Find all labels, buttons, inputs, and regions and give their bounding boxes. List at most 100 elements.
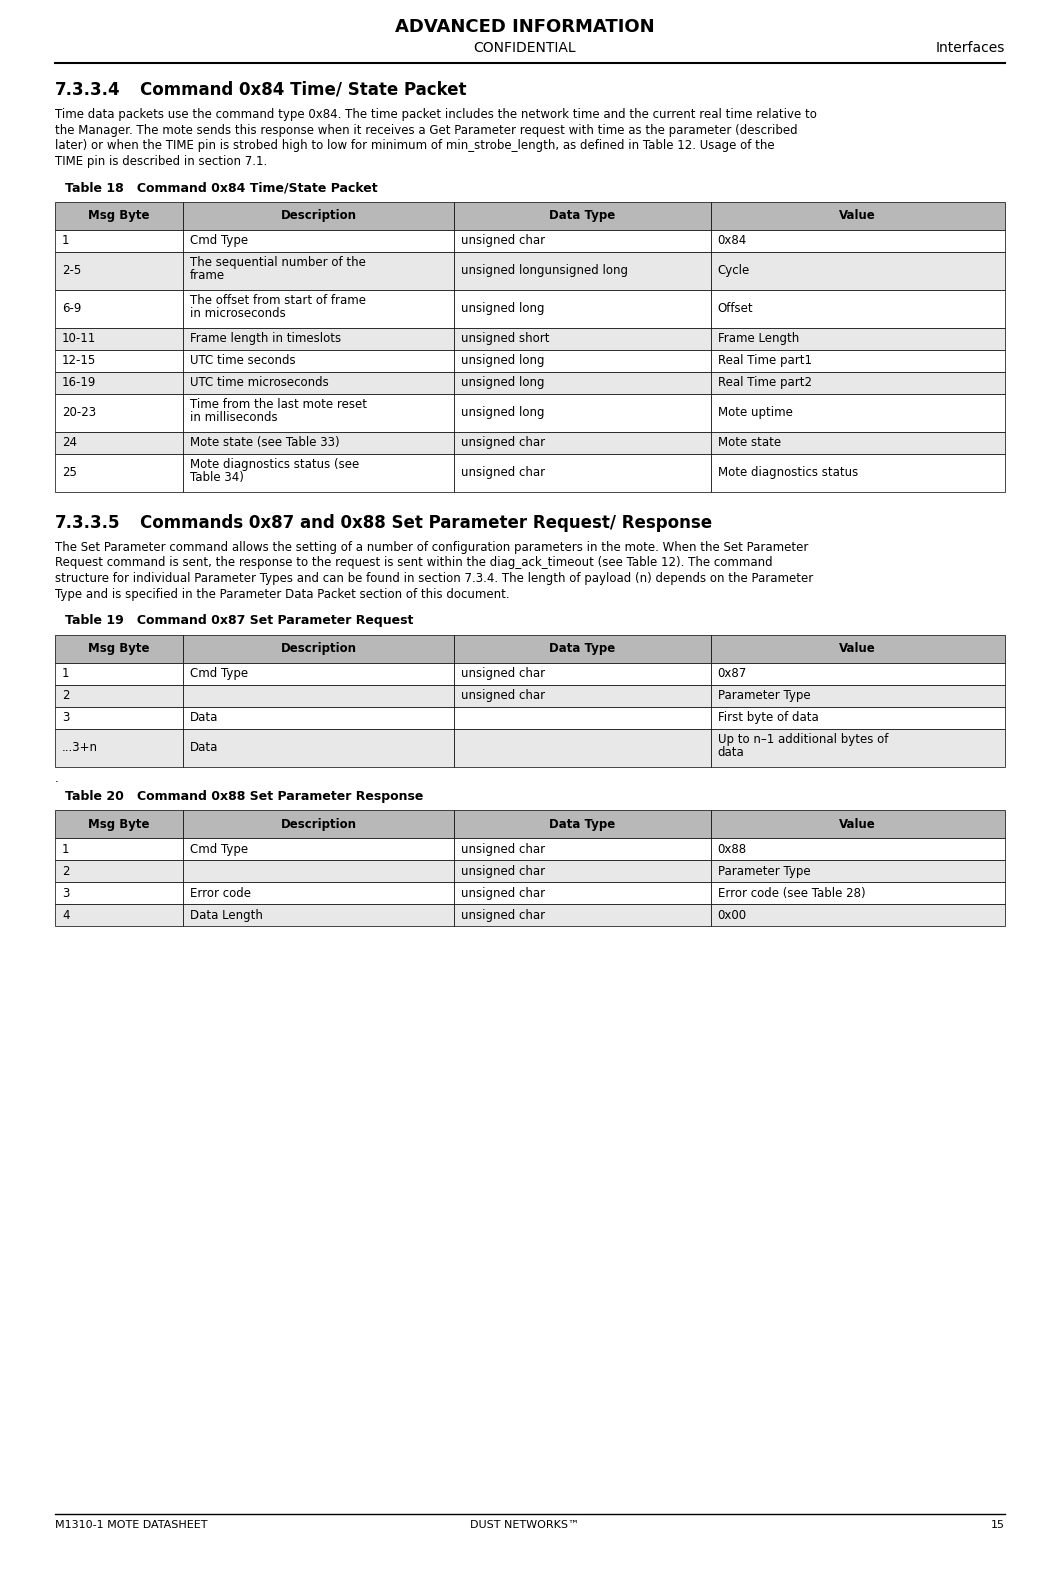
Bar <box>711 685 1005 706</box>
Bar <box>184 904 454 926</box>
Text: ADVANCED INFORMATION: ADVANCED INFORMATION <box>395 17 655 36</box>
Text: in microseconds: in microseconds <box>190 308 286 320</box>
Text: unsigned char: unsigned char <box>461 909 545 922</box>
Bar <box>454 706 711 728</box>
Text: Real Time part1: Real Time part1 <box>717 355 812 367</box>
Bar <box>711 454 1005 491</box>
Text: Time from the last mote reset: Time from the last mote reset <box>190 397 368 411</box>
Bar <box>711 706 1005 728</box>
Text: Value: Value <box>839 818 876 831</box>
Text: Time data packets use the command type 0x84. The time packet includes the networ: Time data packets use the command type 0… <box>55 108 817 121</box>
Text: Data: Data <box>190 741 218 754</box>
Text: unsigned char: unsigned char <box>461 887 545 900</box>
Bar <box>454 838 711 860</box>
Text: Mote uptime: Mote uptime <box>717 407 793 419</box>
Text: 12-15: 12-15 <box>62 355 97 367</box>
Bar <box>454 810 711 838</box>
Text: 16-19: 16-19 <box>62 377 97 389</box>
Bar <box>184 685 454 706</box>
Bar <box>184 394 454 432</box>
Bar <box>454 328 711 350</box>
Text: Data Type: Data Type <box>549 209 615 223</box>
Bar <box>55 838 184 860</box>
Bar <box>454 394 711 432</box>
Text: unsigned char: unsigned char <box>461 234 545 248</box>
Text: 3: 3 <box>62 887 69 900</box>
Text: 25: 25 <box>62 466 77 479</box>
Text: DUST NETWORKS™: DUST NETWORKS™ <box>470 1520 580 1529</box>
Bar <box>55 454 184 491</box>
Bar <box>454 882 711 904</box>
Text: .: . <box>55 772 59 785</box>
Bar <box>55 290 184 328</box>
Text: unsigned long: unsigned long <box>461 355 545 367</box>
Bar <box>55 706 184 728</box>
Text: 0x87: 0x87 <box>717 667 747 680</box>
Text: data: data <box>717 746 744 760</box>
Text: later) or when the TIME pin is strobed high to low for minimum of min_strobe_len: later) or when the TIME pin is strobed h… <box>55 140 775 152</box>
Bar <box>184 432 454 454</box>
Bar <box>711 328 1005 350</box>
Bar <box>55 634 184 663</box>
Text: 0x84: 0x84 <box>717 234 747 248</box>
Text: unsigned long: unsigned long <box>461 377 545 389</box>
Text: TIME pin is described in section 7.1.: TIME pin is described in section 7.1. <box>55 155 268 168</box>
Text: 4: 4 <box>62 909 69 922</box>
Bar <box>55 350 184 372</box>
Text: Data: Data <box>190 711 218 724</box>
Bar <box>55 685 184 706</box>
Bar <box>711 251 1005 290</box>
Bar <box>711 634 1005 663</box>
Text: in milliseconds: in milliseconds <box>190 411 278 424</box>
Bar <box>454 229 711 251</box>
Text: Commands 0x87 and 0x88 Set Parameter Request/ Response: Commands 0x87 and 0x88 Set Parameter Req… <box>140 513 712 532</box>
Text: Table 18   Command 0x84 Time/State Packet: Table 18 Command 0x84 Time/State Packet <box>65 182 378 195</box>
Bar <box>454 203 711 229</box>
Text: Msg Byte: Msg Byte <box>88 818 150 831</box>
Bar <box>454 663 711 685</box>
Text: Frame length in timeslots: Frame length in timeslots <box>190 333 341 345</box>
Bar <box>184 728 454 766</box>
Bar <box>55 904 184 926</box>
Bar <box>55 394 184 432</box>
Text: Data Type: Data Type <box>549 642 615 655</box>
Bar <box>711 860 1005 882</box>
Bar <box>55 663 184 685</box>
Text: Type and is specified in the Parameter Data Packet section of this document.: Type and is specified in the Parameter D… <box>55 589 509 601</box>
Bar <box>55 432 184 454</box>
Text: Value: Value <box>839 642 876 655</box>
Text: Table 19   Command 0x87 Set Parameter Request: Table 19 Command 0x87 Set Parameter Requ… <box>65 614 414 628</box>
Text: 1: 1 <box>62 843 69 856</box>
Bar <box>711 372 1005 394</box>
Text: CONFIDENTIAL: CONFIDENTIAL <box>474 41 576 55</box>
Text: Cmd Type: Cmd Type <box>190 667 249 680</box>
Text: unsigned long: unsigned long <box>461 407 545 419</box>
Bar <box>454 860 711 882</box>
Text: Description: Description <box>280 818 357 831</box>
Bar <box>711 203 1005 229</box>
Text: First byte of data: First byte of data <box>717 711 818 724</box>
Text: unsigned long: unsigned long <box>461 303 545 316</box>
Text: 2: 2 <box>62 689 69 702</box>
Text: Cmd Type: Cmd Type <box>190 843 249 856</box>
Text: 3: 3 <box>62 711 69 724</box>
Text: Command 0x84 Time/ State Packet: Command 0x84 Time/ State Packet <box>140 82 466 99</box>
Bar <box>711 838 1005 860</box>
Bar <box>55 203 184 229</box>
Text: Mote state: Mote state <box>717 436 780 449</box>
Bar <box>454 634 711 663</box>
Bar <box>454 432 711 454</box>
Bar <box>454 290 711 328</box>
Bar <box>711 728 1005 766</box>
Bar <box>454 728 711 766</box>
Bar <box>184 860 454 882</box>
Bar <box>184 882 454 904</box>
Text: Msg Byte: Msg Byte <box>88 642 150 655</box>
Text: unsigned char: unsigned char <box>461 689 545 702</box>
Bar <box>184 663 454 685</box>
Text: The offset from start of frame: The offset from start of frame <box>190 294 366 306</box>
Text: 6-9: 6-9 <box>62 303 82 316</box>
Text: UTC time seconds: UTC time seconds <box>190 355 296 367</box>
Bar <box>184 454 454 491</box>
Bar <box>711 394 1005 432</box>
